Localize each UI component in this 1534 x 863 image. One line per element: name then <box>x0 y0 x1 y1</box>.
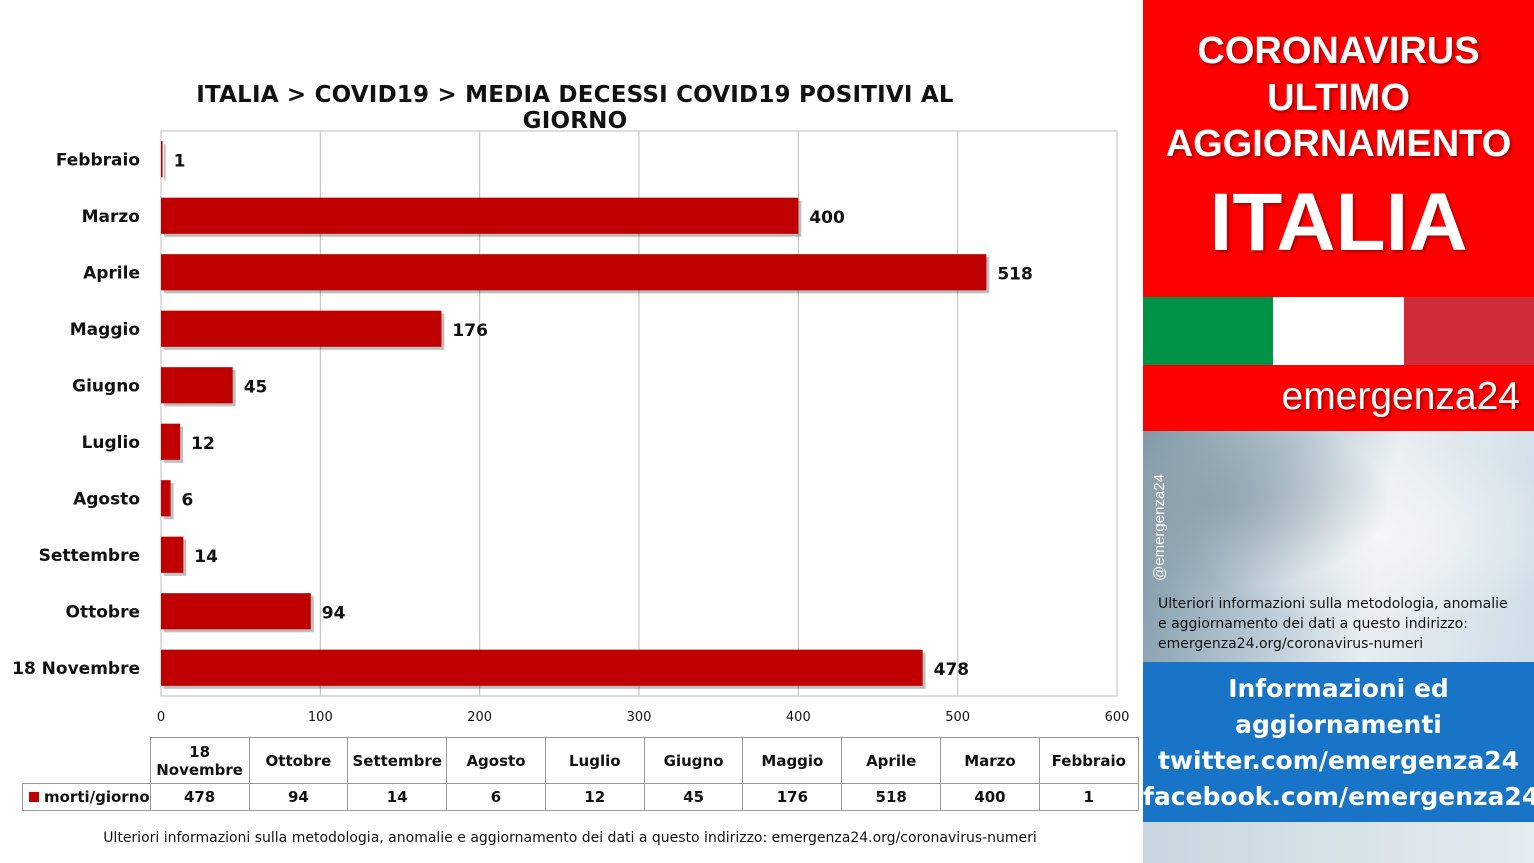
bar <box>161 536 184 573</box>
x-tick-label: 600 <box>1105 710 1130 725</box>
brand-name: emergenza24 <box>1281 375 1521 418</box>
brand-bar: emergenza24 <box>1143 365 1534 431</box>
table-value-cell: 518 <box>841 783 942 811</box>
table-value-cell: 6 <box>446 783 546 811</box>
header-line-aggiornamento: AGGIORNAMENTO <box>1165 123 1512 165</box>
bar-chart: 0 100 200 300 400 500 600 Febbraio 1 Marzo 400 Apri… <box>12 130 1129 725</box>
category-label: Ottobre <box>66 602 140 622</box>
table-value-cell: 1 <box>1038 783 1139 811</box>
bar <box>161 423 181 460</box>
x-tick-label: 100 <box>308 710 333 725</box>
table-value-cell: 12 <box>544 783 645 811</box>
table-value-cell: 14 <box>347 783 448 811</box>
x-tick-label: 400 <box>786 710 811 725</box>
table-header-cell: Febbraio <box>1038 737 1139 784</box>
table-header-cell: Settembre <box>347 737 448 784</box>
italian-flag <box>1143 297 1534 365</box>
table-header-cell: Luglio <box>544 737 645 784</box>
twitter-link[interactable]: twitter.com/emergenza24 <box>1157 746 1520 775</box>
value-label: 6 <box>182 490 194 510</box>
table-value-row: morti/giorno 478 94 14 6 12 45 176 518 400 1 <box>22 783 1139 811</box>
background-photo: @emergenza24 Ulteriori informazioni sull… <box>1143 431 1534 662</box>
table-header-row: 18 Novembre Ottobre Settembre Agosto Luglio G… <box>23 737 1139 784</box>
table-value-cell: 94 <box>248 783 349 811</box>
category-label: Marzo <box>82 207 140 227</box>
country-title: ITALIA <box>1209 177 1468 268</box>
value-label: 400 <box>809 208 845 228</box>
right-panel: CORONAVIRUS ULTIMO AGGIORNAMENTO ITALIA … <box>1143 0 1534 863</box>
table-header-cell: 18 Novembre <box>149 737 250 784</box>
panel-note-link[interactable]: emergenza24.org/coronavirus-numeri <box>1158 636 1424 652</box>
category-label: Febbraio <box>56 150 140 170</box>
bar <box>161 197 799 234</box>
info-line: aggiornamenti <box>1235 710 1442 739</box>
value-label: 176 <box>452 321 488 341</box>
category-label: 18 Novembre <box>12 659 140 679</box>
background-photo-bottom <box>1143 822 1534 863</box>
table-value-cell: 400 <box>940 783 1040 811</box>
bar <box>161 593 311 630</box>
info-line: Informazioni ed <box>1228 674 1449 703</box>
social-handle: @emergenza24 <box>1151 474 1168 581</box>
panel-note: Ulteriori informazioni sulla metodologia… <box>1158 594 1528 654</box>
table-header-cell: Ottobre <box>248 737 349 784</box>
chart-title: ITALIA > COVID19 > MEDIA DECESSI COVID19… <box>196 82 954 134</box>
x-tick-label: 200 <box>467 710 492 725</box>
table-series-label: morti/giorno <box>22 783 151 811</box>
chart-labels: 0 100 200 300 400 500 600 Febbraio 1 Marzo 400 Apri… <box>12 150 1129 725</box>
table-header-cell: Marzo <box>940 737 1040 784</box>
value-label: 45 <box>244 377 268 397</box>
value-label: 14 <box>194 547 218 567</box>
table-value-cell: 45 <box>643 783 744 811</box>
value-label: 518 <box>997 264 1033 284</box>
panel-note-line: Ulteriori informazioni sulla metodologia… <box>1158 596 1508 612</box>
table-corner <box>23 738 151 784</box>
table-header-cell: Giugno <box>643 737 744 784</box>
bar-shadow <box>164 144 166 181</box>
flag-stripe-green <box>1143 297 1274 365</box>
value-label: 12 <box>191 434 215 454</box>
facebook-link[interactable]: facebook.com/emergenza24 <box>1143 782 1534 811</box>
x-tick-label: 0 <box>157 710 165 725</box>
header-line-coronavirus: CORONAVIRUS <box>1197 30 1480 72</box>
flag-stripe-red <box>1403 297 1534 365</box>
footer-note: Ulteriori informazioni sulla metodologia… <box>103 830 1037 846</box>
header-block: CORONAVIRUS ULTIMO AGGIORNAMENTO ITALIA <box>1143 0 1534 297</box>
table-value-cell: 478 <box>149 783 250 811</box>
bar <box>161 480 171 517</box>
table-header-cell: Maggio <box>742 737 843 784</box>
header-line-ultimo: ULTIMO <box>1267 77 1410 119</box>
value-label: 1 <box>174 151 186 171</box>
series-name: morti/giorno <box>44 788 150 806</box>
category-label: Giugno <box>72 376 140 396</box>
category-label: Aprile <box>83 263 140 283</box>
table-value-cell: 176 <box>742 783 843 811</box>
x-tick-label: 300 <box>627 710 652 725</box>
value-label: 478 <box>934 660 970 680</box>
bar <box>161 367 233 404</box>
flag-stripe-white <box>1273 297 1404 365</box>
chart-bars <box>161 141 990 689</box>
chart-data-table: 18 Novembre Ottobre Settembre Agosto Luglio G… <box>22 737 1139 811</box>
panel-note-line: e aggiornamento dei dati a questo indiri… <box>1158 616 1468 632</box>
legend-key-icon <box>29 792 39 802</box>
chart-grid <box>160 130 1118 697</box>
category-label: Agosto <box>73 489 140 509</box>
bar <box>161 649 923 686</box>
value-label: 94 <box>322 603 346 623</box>
table-header-cell: Agosto <box>446 737 546 784</box>
bar <box>161 310 442 347</box>
x-tick-label: 500 <box>945 710 970 725</box>
bar <box>161 254 987 291</box>
bar <box>161 141 163 178</box>
category-label: Maggio <box>70 320 140 340</box>
category-label: Settembre <box>39 546 140 566</box>
category-label: Luglio <box>82 433 140 453</box>
info-block: Informazioni ed aggiornamenti twitter.co… <box>1143 662 1534 822</box>
table-header-cell: Aprile <box>841 737 942 784</box>
